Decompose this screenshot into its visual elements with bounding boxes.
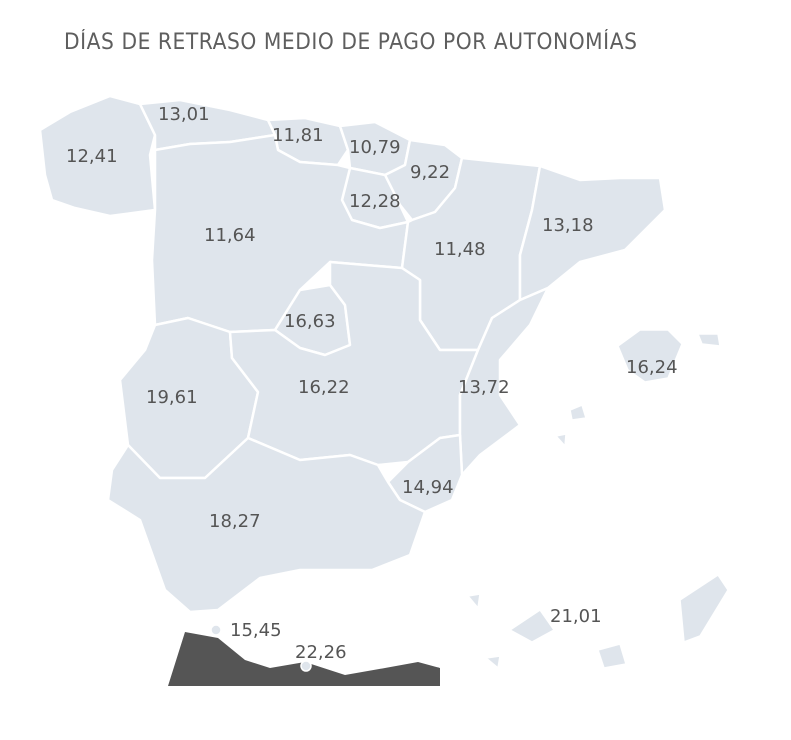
region-valencia	[458, 286, 550, 477]
label-valencia: 13,72	[458, 377, 510, 398]
label-extremadura: 19,61	[146, 387, 198, 408]
label-castilla-y-leon: 11,64	[204, 225, 256, 246]
label-pais-vasco: 10,79	[349, 137, 401, 158]
region-baleares	[554, 329, 721, 448]
label-galicia: 12,41	[66, 146, 118, 167]
label-canarias: 21,01	[550, 606, 602, 627]
region-andalucia	[106, 436, 427, 614]
label-cataluna: 13,18	[542, 215, 594, 236]
label-baleares: 16,24	[626, 357, 678, 378]
region-canarias	[426, 573, 729, 678]
label-aragon: 11,48	[434, 239, 486, 260]
label-madrid: 16,63	[284, 311, 336, 332]
label-la-rioja: 12,28	[349, 191, 401, 212]
value-labels: 12,41 13,01 11,81 10,79 9,22 12,28 11,64…	[66, 104, 678, 663]
region-galicia	[38, 94, 157, 218]
label-navarra: 9,22	[410, 162, 450, 183]
label-melilla: 22,26	[295, 642, 347, 663]
label-asturias: 13,01	[158, 104, 210, 125]
label-andalucia: 18,27	[209, 511, 261, 532]
label-murcia: 14,94	[402, 477, 454, 498]
ceuta-marker	[210, 624, 222, 636]
label-cantabria: 11,81	[272, 125, 324, 146]
map-title: DÍAS DE RETRASO MEDIO DE PAGO POR AUTONO…	[64, 30, 638, 55]
label-castilla-la-mancha: 16,22	[298, 377, 350, 398]
region-cataluna	[518, 164, 667, 302]
north-africa-inset	[168, 632, 440, 686]
melilla-marker	[300, 660, 312, 672]
label-ceuta: 15,45	[230, 620, 282, 641]
